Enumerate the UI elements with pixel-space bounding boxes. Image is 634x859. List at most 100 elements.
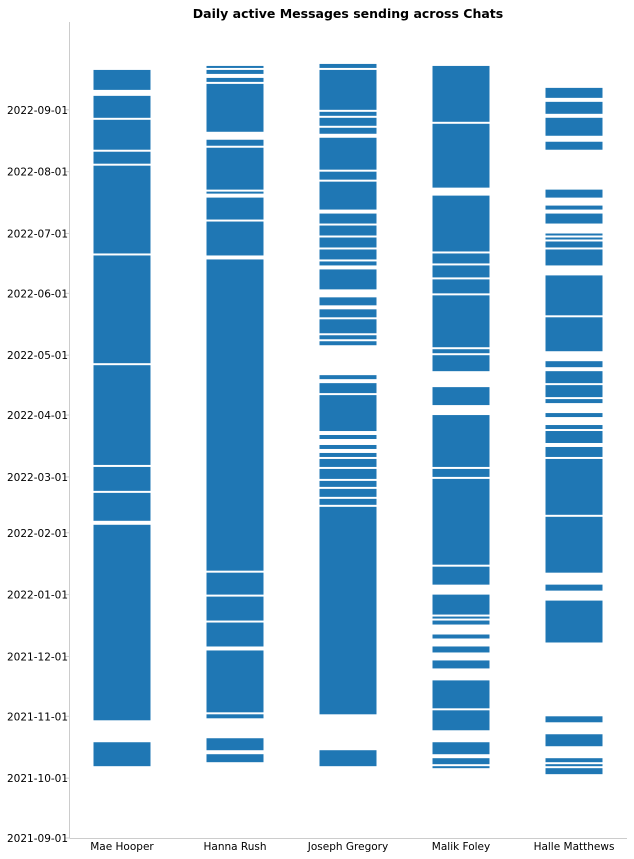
- activity-bar: [545, 101, 603, 114]
- activity-bar: [319, 237, 377, 248]
- activity-bar: [545, 431, 603, 443]
- activity-bar: [432, 566, 490, 585]
- activity-bar: [545, 189, 603, 198]
- activity-bar: [206, 77, 264, 82]
- activity-bar: [319, 488, 377, 497]
- activity-bar: [432, 620, 490, 625]
- activity-bar: [319, 383, 377, 394]
- y-tick-label: 2022-05-01: [7, 350, 68, 362]
- activity-bar: [319, 171, 377, 180]
- activity-bar: [206, 259, 264, 571]
- activity-bar: [545, 117, 603, 136]
- activity-bar: [319, 458, 377, 467]
- y-axis-ticks: 2021-09-01 2021-10-01 2021-11-01 2021-12-01…: [7, 105, 70, 845]
- activity-bar: [206, 197, 264, 220]
- activity-bar: [545, 399, 603, 404]
- activity-bar: [319, 452, 377, 457]
- activity-bar: [545, 764, 603, 767]
- activity-bar: [319, 309, 377, 318]
- activity-bar: [545, 584, 603, 591]
- activity-bar: [206, 139, 264, 146]
- activity-bar: [545, 768, 603, 775]
- x-tick-label: Malik Foley: [432, 841, 490, 853]
- activity-bar: [206, 622, 264, 647]
- activity-bar: [432, 253, 490, 264]
- activity-bar: [432, 65, 490, 122]
- activity-bar: [93, 119, 151, 150]
- activity-bar: [206, 83, 264, 132]
- activity-bar: [319, 750, 377, 767]
- activity-bar: [93, 69, 151, 90]
- activity-bar: [432, 349, 490, 354]
- y-tick-label: 2022-09-01: [7, 105, 68, 117]
- activity-bar: [319, 269, 377, 290]
- activity-bar: [432, 634, 490, 639]
- activity-bar: [432, 766, 490, 769]
- y-tick-label: 2022-04-01: [7, 410, 68, 422]
- series-column: [432, 65, 490, 769]
- activity-bar: [319, 249, 377, 260]
- activity-bar: [432, 279, 490, 294]
- activity-bar: [545, 516, 603, 573]
- activity-bar: [206, 69, 264, 74]
- activity-bar: [319, 127, 377, 134]
- series-column: [206, 65, 264, 763]
- activity-bar: [545, 87, 603, 98]
- activity-bar: [432, 387, 490, 406]
- activity-bar: [206, 714, 264, 719]
- activity-bar: [545, 734, 603, 747]
- x-tick-label: Hanna Rush: [203, 841, 266, 853]
- activity-bar: [545, 458, 603, 515]
- activity-bar: [432, 660, 490, 669]
- activity-bar: [432, 616, 490, 619]
- activity-bar: [545, 371, 603, 384]
- activity-bar: [319, 468, 377, 479]
- activity-bar: [432, 415, 490, 467]
- activity-bar: [319, 444, 377, 449]
- activity-bar: [545, 425, 603, 430]
- activity-bar: [432, 710, 490, 731]
- bars: [93, 63, 603, 775]
- y-tick-label: 2022-01-01: [7, 590, 68, 602]
- activity-bar: [545, 237, 603, 240]
- activity-bar: [545, 361, 603, 368]
- activity-bar: [545, 233, 603, 236]
- activity-bar: [319, 506, 377, 715]
- activity-bar: [432, 758, 490, 765]
- y-tick-label: 2022-06-01: [7, 288, 68, 300]
- activity-bar: [545, 446, 603, 457]
- activity-bar: [319, 63, 377, 68]
- activity-bar: [93, 95, 151, 118]
- activity-bar: [319, 435, 377, 439]
- activity-bar: [206, 65, 264, 68]
- activity-bar: [319, 261, 377, 266]
- x-tick-label: Joseph Gregory: [307, 841, 388, 853]
- activity-bar: [319, 480, 377, 487]
- activity-bar: [206, 596, 264, 621]
- activity-bar: [319, 297, 377, 306]
- activity-bar: [93, 742, 151, 767]
- y-tick-label: 2021-09-01: [7, 833, 68, 845]
- activity-bar: [545, 716, 603, 723]
- activity-bar: [206, 221, 264, 256]
- activity-bar: [545, 413, 603, 418]
- activity-bar: [319, 395, 377, 432]
- activity-bar: [545, 141, 603, 150]
- activity-bar: [93, 255, 151, 364]
- y-tick-label: 2021-11-01: [7, 711, 68, 723]
- chart-title: Daily active Messages sending across Cha…: [193, 6, 503, 21]
- activity-bar: [432, 295, 490, 348]
- activity-bar: [432, 265, 490, 278]
- activity-bar: [545, 758, 603, 763]
- activity-bar: [206, 191, 264, 194]
- activity-bar: [319, 181, 377, 210]
- activity-bar: [545, 275, 603, 316]
- activity-bar: [545, 205, 603, 210]
- y-tick-label: 2022-03-01: [7, 472, 68, 484]
- series-column: [93, 69, 151, 767]
- activity-bar: [93, 466, 151, 491]
- activity-bar: [545, 317, 603, 352]
- activity-bar: [545, 385, 603, 398]
- activity-bar: [432, 468, 490, 477]
